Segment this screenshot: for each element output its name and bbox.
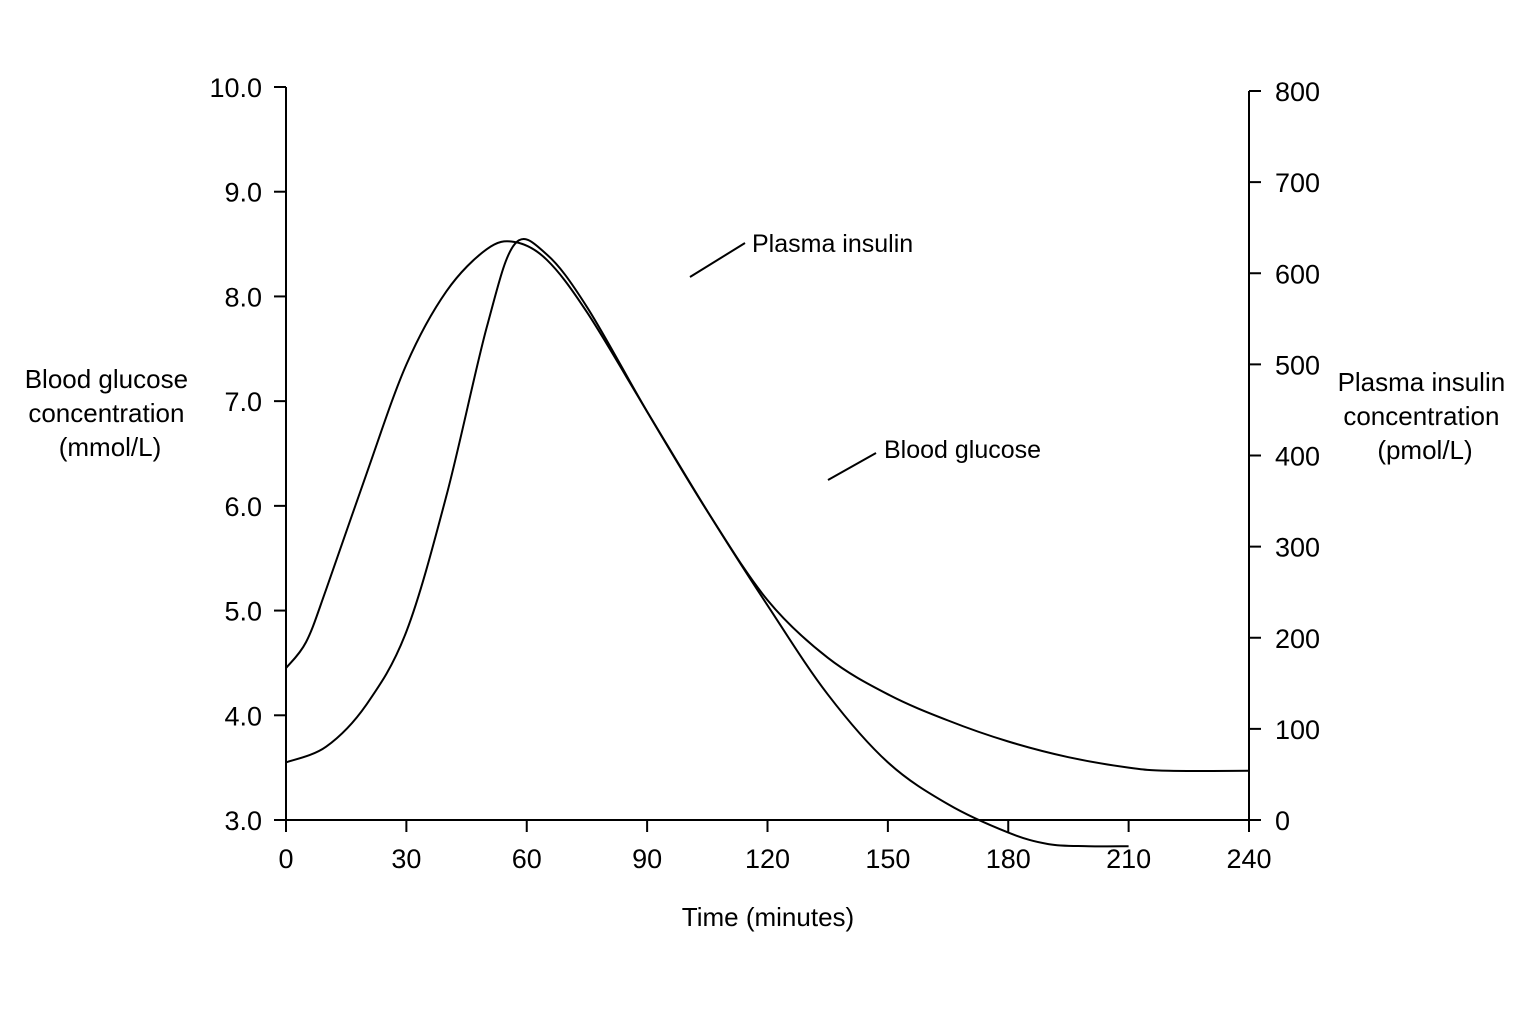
y-right-title-line-2: concentration [1343, 401, 1499, 431]
y-left-tick-label: 8.0 [224, 282, 262, 312]
y-right-tick-label: 0 [1275, 806, 1290, 836]
x-tick-label: 90 [632, 844, 662, 874]
y-left-tick-label: 5.0 [224, 597, 262, 627]
axes [285, 87, 1250, 821]
blood-glucose-curve [285, 238, 1250, 773]
y-left-tick-label: 10.0 [209, 73, 262, 103]
y-right-tick-label: 300 [1275, 533, 1320, 563]
plasma-insulin-curve [285, 240, 1129, 848]
y-right-tick-label: 400 [1275, 442, 1320, 472]
y-left-tick-label: 4.0 [224, 701, 262, 731]
y-right-title-line-3: (pmol/L) [1377, 435, 1472, 465]
x-tick-label: 60 [512, 844, 542, 874]
y-left-axis-title: Blood glucose concentration (mmol/L) [25, 364, 196, 462]
y-right-tick-label: 100 [1275, 715, 1320, 745]
y-left-tick-label: 6.0 [224, 492, 262, 522]
x-axis-title: Time (minutes) [682, 902, 854, 932]
y-left-title-line-3: (mmol/L) [59, 432, 162, 462]
plasma-insulin-leader-line [689, 242, 746, 278]
x-tick-label: 180 [986, 844, 1031, 874]
y-left-title-line-1: Blood glucose [25, 364, 188, 394]
y-right-tick-label: 200 [1275, 624, 1320, 654]
x-tick-label: 240 [1226, 844, 1271, 874]
y-left-tick-label: 7.0 [224, 387, 262, 417]
ticks: 0 30 60 90 120 150 180 210 240 3.0 4.0 5.0 6.0 7.0 8.0… [209, 73, 1320, 874]
y-right-tick-label: 500 [1275, 350, 1320, 380]
x-tick-label: 0 [278, 844, 293, 874]
x-tick-label: 30 [391, 844, 421, 874]
y-right-tick-label: 800 [1275, 77, 1320, 107]
y-right-tick-label: 700 [1275, 168, 1320, 198]
y-right-title-line-1: Plasma insulin [1338, 367, 1506, 397]
x-tick-label: 150 [865, 844, 910, 874]
blood-glucose-leader-line [827, 452, 877, 481]
y-left-title-line-2: concentration [28, 398, 184, 428]
y-right-tick-label: 600 [1275, 259, 1320, 289]
plasma-insulin-label: Plasma insulin [752, 230, 913, 258]
curves [285, 238, 1250, 848]
y-left-tick-label: 3.0 [224, 806, 262, 836]
x-tick-label: 120 [745, 844, 790, 874]
y-left-tick-label: 9.0 [224, 178, 262, 208]
x-tick-label: 210 [1106, 844, 1151, 874]
y-right-axis-title: Plasma insulin concentration (pmol/L) [1338, 367, 1513, 465]
blood-glucose-label: Blood glucose [884, 436, 1041, 464]
